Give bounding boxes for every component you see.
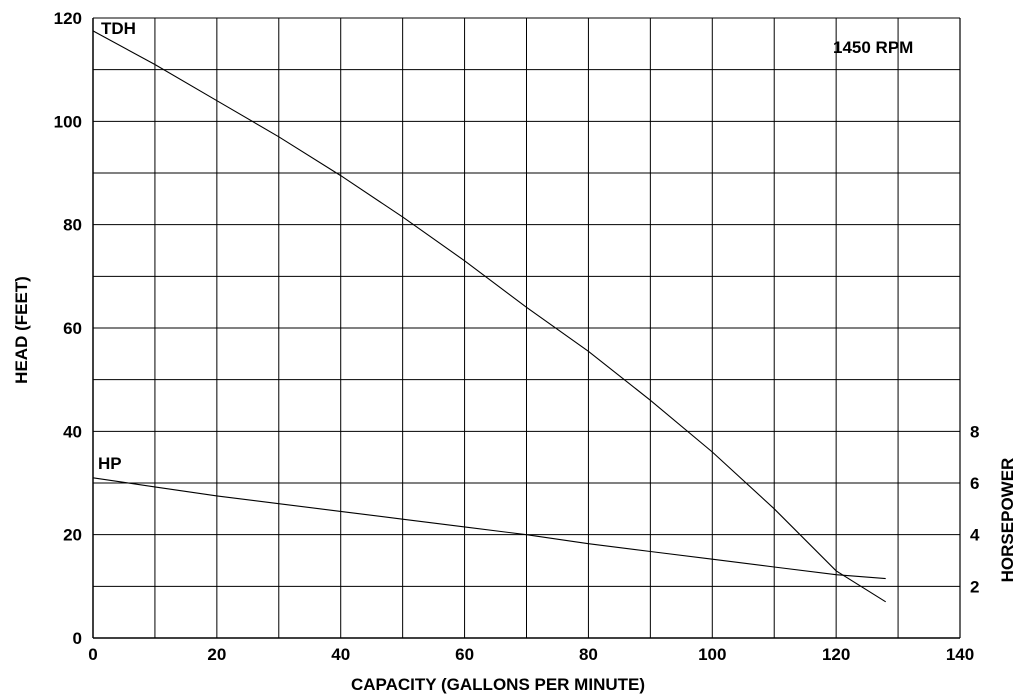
y-axis-label: HEAD (FEET) bbox=[12, 276, 31, 384]
series-line-tdh bbox=[92, 30, 886, 603]
series-line-hp bbox=[92, 477, 886, 580]
y-tick-label: 60 bbox=[63, 319, 82, 338]
y-tick-label: 40 bbox=[63, 422, 82, 441]
x-tick-label: 40 bbox=[331, 645, 350, 664]
y2-tick-label: 6 bbox=[970, 474, 979, 493]
y2-tick-label: 2 bbox=[970, 577, 979, 596]
tick-labels: 0 20 40 60 80 100 120 140 0 20 40 60 80 100 120 2 4 6 8 bbox=[54, 9, 980, 664]
series-label-hp: HP bbox=[98, 454, 122, 473]
x-tick-label: 120 bbox=[822, 645, 850, 664]
y-tick-label: 0 bbox=[73, 629, 82, 648]
x-tick-label: 140 bbox=[946, 645, 974, 664]
y2-tick-label: 8 bbox=[970, 422, 979, 441]
rpm-annotation: 1450 RPM bbox=[833, 38, 913, 57]
series-lines bbox=[92, 30, 886, 603]
x-tick-label: 60 bbox=[455, 645, 474, 664]
x-axis-label: CAPACITY (GALLONS PER MINUTE) bbox=[351, 675, 645, 694]
x-tick-label: 100 bbox=[698, 645, 726, 664]
x-tick-label: 80 bbox=[579, 645, 598, 664]
x-tick-label: 20 bbox=[207, 645, 226, 664]
series-label-tdh: TDH bbox=[101, 19, 136, 38]
y-tick-label: 120 bbox=[54, 9, 82, 28]
y-tick-label: 20 bbox=[63, 526, 82, 545]
x-tick-label: 0 bbox=[88, 645, 97, 664]
y-tick-label: 100 bbox=[54, 112, 82, 131]
y2-axis-label: HORSEPOWER bbox=[998, 458, 1013, 583]
grid bbox=[92, 17, 961, 639]
y-tick-label: 80 bbox=[63, 216, 82, 235]
y2-tick-label: 4 bbox=[970, 526, 980, 545]
